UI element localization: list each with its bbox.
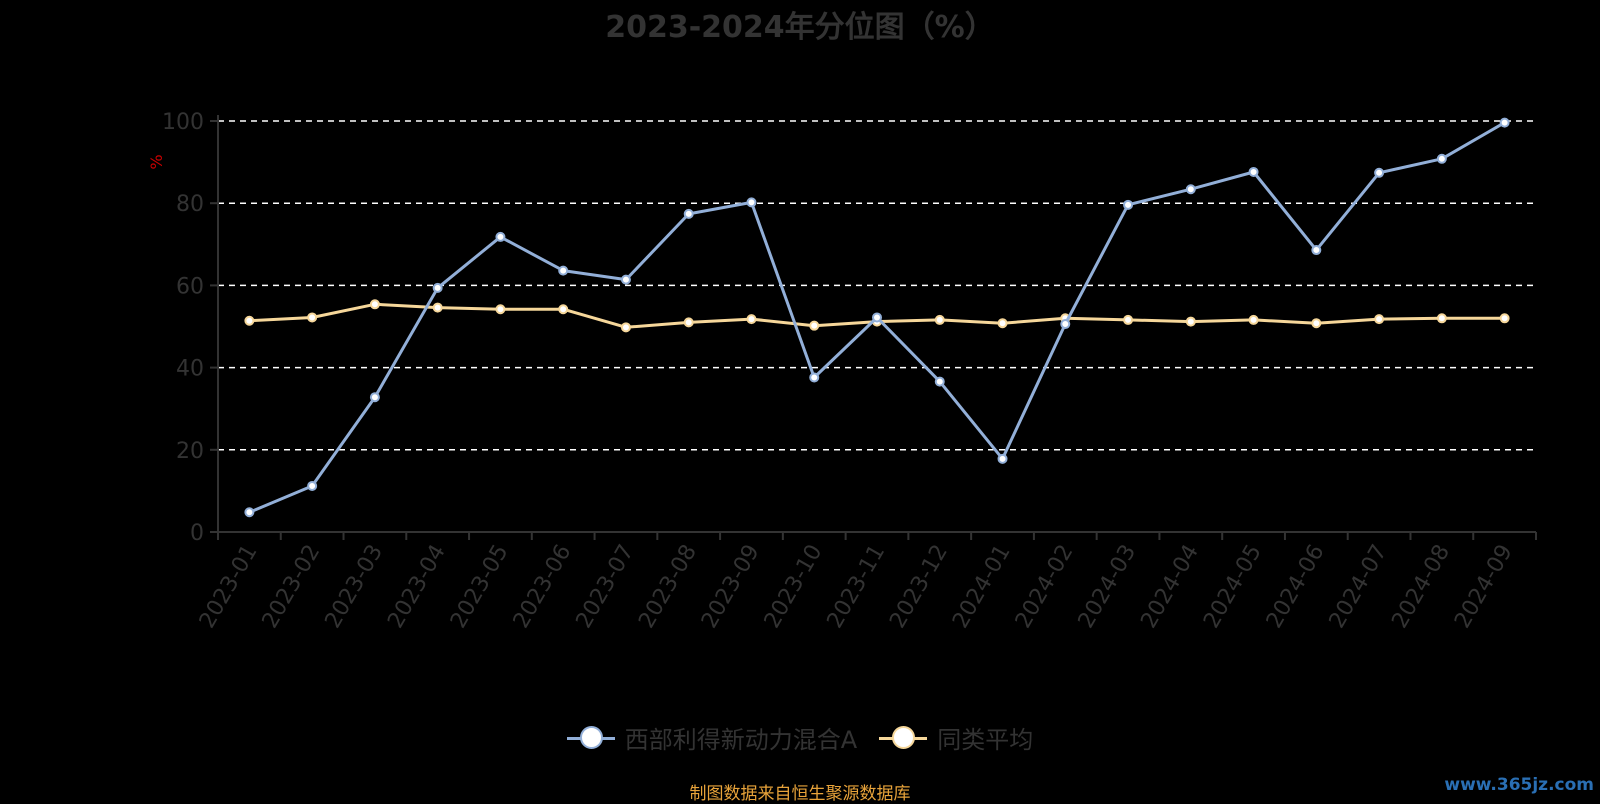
series-2-point-2023-04: [432, 302, 443, 313]
series-1-point-2023-09: [746, 197, 757, 208]
series-1-point-2023-08: [683, 208, 694, 219]
y-tick-label-100: 100: [162, 110, 204, 135]
series-1-point-2023-11: [872, 312, 882, 323]
x-tick-label-2023-10: 2023-10: [760, 541, 828, 633]
series-lines: [244, 117, 1510, 518]
series-2-point-2024-08: [1436, 313, 1447, 324]
series-1-point-2023-02: [307, 480, 318, 491]
source-note: 制图数据来自恒生聚源数据库: [689, 784, 911, 804]
series-1-point-2024-07: [1374, 167, 1385, 178]
series-1-point-2023-01: [244, 507, 255, 518]
series-2-point-2023-02: [307, 312, 318, 323]
chart-title: 2023-2024年分位图（%）: [605, 10, 995, 45]
legend: 西部利得新动力混合A 同类平均: [0, 720, 1600, 755]
y-tick-label-0: 0: [190, 521, 204, 546]
x-tick-label-2023-01: 2023-01: [195, 541, 263, 633]
x-tick-label-2024-04: 2024-04: [1136, 541, 1204, 633]
series-2-point-2024-01: [997, 318, 1008, 329]
series-2-point-2024-03: [1123, 314, 1134, 325]
x-tick-label-2023-03: 2023-03: [320, 541, 388, 633]
series-1-point-2024-05: [1248, 166, 1259, 177]
x-tick-label-2023-12: 2023-12: [885, 541, 953, 633]
series-2-point-2024-09: [1499, 313, 1510, 324]
series-1-point-2023-04: [432, 282, 443, 293]
series-1-point-2024-08: [1436, 153, 1447, 164]
series-2-point-2023-08: [683, 317, 694, 328]
series-1-point-2024-03: [1123, 199, 1134, 210]
series-2-point-2023-06: [558, 304, 569, 315]
y-tick-label-20: 20: [176, 439, 204, 464]
x-tick-label-2024-09: 2024-09: [1450, 541, 1518, 633]
y-tick-label-40: 40: [176, 357, 204, 382]
x-tick-label-2023-11: 2023-11: [823, 541, 891, 633]
series-1-point-2024-06: [1311, 245, 1322, 256]
x-tick-label-2023-07: 2023-07: [572, 541, 640, 633]
y-tick-label-60: 60: [176, 274, 204, 299]
x-tick-label-2024-02: 2024-02: [1011, 541, 1079, 633]
x-tick-label-2023-04: 2023-04: [383, 541, 451, 633]
series-1-point-2024-09: [1499, 117, 1510, 128]
x-tick-label-2024-06: 2024-06: [1262, 541, 1330, 633]
series-1-point-2024-04: [1185, 184, 1196, 195]
y-axis-label: %: [147, 154, 166, 169]
legend-series-1-swatch-icon: [566, 725, 615, 751]
x-tick-label-2023-05: 2023-05: [446, 541, 514, 633]
series-1-point-2023-10: [809, 372, 820, 383]
legend-series-2-swatch-icon: [879, 725, 928, 751]
x-tick-label-2024-07: 2024-07: [1325, 541, 1393, 633]
series-1-point-2023-05: [495, 231, 506, 242]
series-2-point-2023-09: [746, 314, 757, 325]
x-tick-label-2023-06: 2023-06: [509, 541, 577, 633]
series-1-point-2023-03: [369, 392, 380, 403]
series-1-point-2023-12: [934, 376, 945, 387]
x-tick-label-2024-03: 2024-03: [1074, 541, 1142, 633]
x-tick-label-2024-05: 2024-05: [1199, 541, 1267, 633]
series-2-point-2024-06: [1311, 318, 1322, 329]
series-1-point-2023-07: [620, 274, 631, 285]
legend-item-series-2[interactable]: 同类平均: [879, 720, 1033, 755]
series-2-point-2023-05: [495, 304, 506, 315]
y-tick-label-80: 80: [176, 192, 204, 217]
legend-item-series-1[interactable]: 西部利得新动力混合A: [566, 720, 858, 755]
x-tick-label-2024-01: 2024-01: [948, 541, 1016, 633]
watermark: www.365jz.com: [1444, 775, 1594, 795]
series-2-point-2023-12: [934, 314, 945, 325]
x-tick-label-2023-08: 2023-08: [634, 541, 702, 633]
legend-series-1-label: 西部利得新动力混合A: [624, 726, 858, 754]
gridlines: [218, 120, 1536, 451]
x-tick-label-2023-02: 2023-02: [258, 541, 326, 633]
series-2-point-2023-07: [620, 322, 631, 333]
series-2-point-2024-05: [1248, 314, 1259, 325]
axes: 020406080100%2023-012023-022023-032023-0…: [147, 110, 1537, 633]
series-2-point-2023-01: [244, 315, 255, 326]
series-1-point-2024-02: [1060, 319, 1071, 330]
series-1-point-2023-06: [558, 265, 569, 276]
series-2-point-2023-10: [809, 320, 820, 331]
series-1-point-2024-01: [997, 453, 1008, 464]
legend-series-2-label: 同类平均: [937, 726, 1034, 754]
series-2-point-2024-07: [1374, 314, 1385, 325]
x-tick-label-2023-09: 2023-09: [697, 541, 765, 633]
series-2-point-2024-04: [1185, 316, 1196, 327]
x-tick-label-2024-08: 2024-08: [1387, 541, 1455, 633]
series-2-point-2023-03: [369, 299, 380, 310]
